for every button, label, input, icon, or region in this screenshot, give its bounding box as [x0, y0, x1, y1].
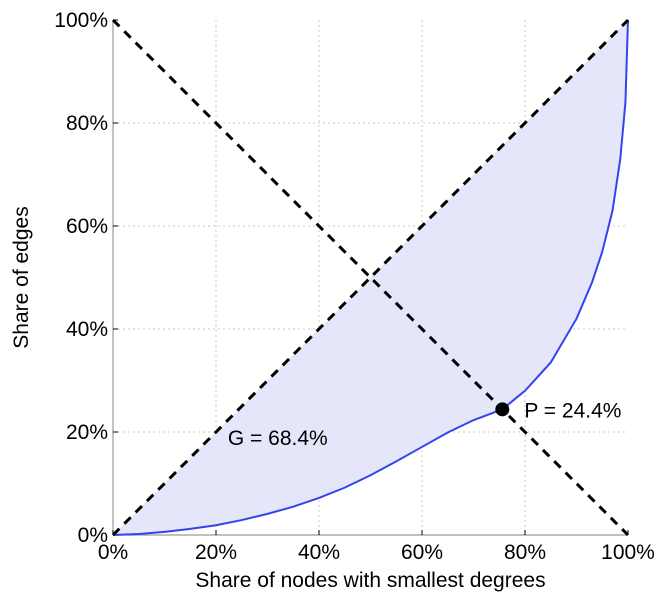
x-tick-label: 100% — [601, 541, 655, 564]
x-tick-label: 20% — [195, 541, 237, 564]
x-tick-label: 60% — [401, 541, 443, 564]
point-p — [495, 402, 510, 417]
x-tick-label: 40% — [298, 541, 340, 564]
point-label-p: P = 24.4% — [524, 399, 621, 422]
gini-area-fill — [113, 20, 628, 535]
x-axis-title: Share of nodes with smallest degrees — [195, 569, 545, 592]
tick-labels: 0% 20% 40% 60% 80% 100% 0% 20% 40% 60% 80% 100% — [54, 9, 655, 564]
series-lines — [111, 18, 630, 537]
y-tick-label: 40% — [66, 318, 108, 341]
lorenz-curve-line — [112, 19, 629, 536]
y-tick-label: 20% — [66, 421, 108, 444]
gini-label: G = 68.4% — [228, 427, 328, 450]
x-tick-label: 0% — [98, 541, 128, 564]
x-tick-label: 80% — [504, 541, 546, 564]
y-tick-label: 0% — [78, 524, 108, 547]
y-tick-label: 100% — [54, 9, 108, 32]
y-tick-label: 60% — [66, 215, 108, 238]
y-axis-title: Share of edges — [10, 206, 33, 348]
grid — [113, 20, 628, 535]
y-tick-label: 80% — [66, 112, 108, 135]
points — [495, 402, 510, 417]
annotations: P = 24.4% G = 68.4% — [228, 399, 622, 450]
